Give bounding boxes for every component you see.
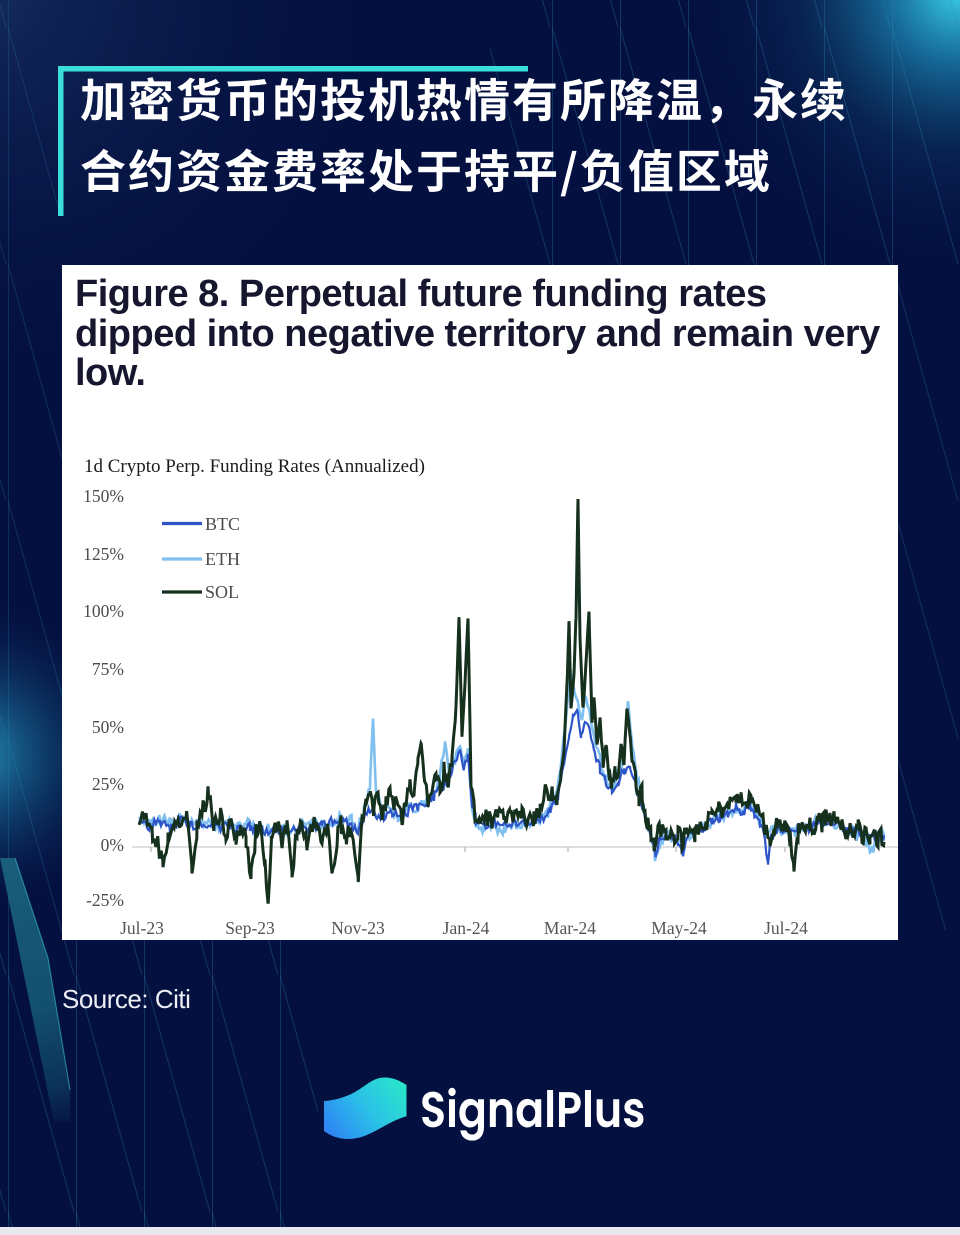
- svg-text:100%: 100%: [83, 601, 124, 621]
- svg-text:Sep-23: Sep-23: [225, 918, 275, 938]
- svg-text:BTC: BTC: [205, 514, 240, 534]
- svg-text:ETH: ETH: [205, 549, 240, 569]
- svg-text:25%: 25%: [92, 774, 124, 794]
- svg-text:75%: 75%: [92, 659, 124, 679]
- svg-text:May-24: May-24: [651, 918, 707, 938]
- svg-text:Nov-23: Nov-23: [331, 918, 385, 938]
- svg-text:125%: 125%: [83, 544, 124, 564]
- svg-text:Mar-24: Mar-24: [544, 918, 596, 938]
- svg-text:Jul-24: Jul-24: [764, 918, 808, 938]
- svg-text:SOL: SOL: [205, 582, 239, 602]
- svg-text:50%: 50%: [92, 717, 124, 737]
- svg-text:1d Crypto Perp. Funding Rates: 1d Crypto Perp. Funding Rates (Annualize…: [84, 456, 425, 477]
- svg-text:-25%: -25%: [86, 890, 124, 910]
- svg-text:Jan-24: Jan-24: [443, 918, 490, 938]
- svg-text:150%: 150%: [83, 486, 124, 506]
- svg-text:Jul-23: Jul-23: [120, 918, 164, 938]
- svg-text:0%: 0%: [101, 835, 124, 855]
